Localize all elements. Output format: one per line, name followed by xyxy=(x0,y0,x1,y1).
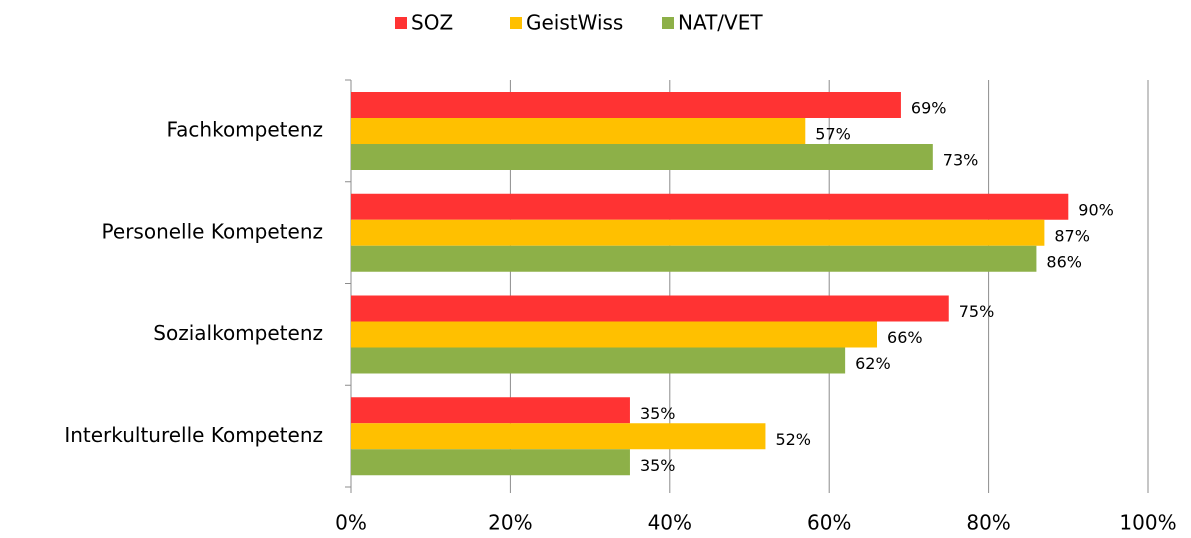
category-label: Sozialkompetenz xyxy=(153,321,323,345)
legend-swatch xyxy=(662,17,674,29)
x-tick-label: 0% xyxy=(335,511,367,535)
bar xyxy=(351,397,630,424)
x-tick-label: 100% xyxy=(1119,511,1176,535)
data-label: 69% xyxy=(911,99,947,118)
category-label: Personelle Kompetenz xyxy=(102,219,323,243)
legend-label: SOZ xyxy=(411,11,453,35)
x-tick-label: 80% xyxy=(966,511,1010,535)
bar xyxy=(351,118,806,144)
bar xyxy=(351,219,1045,246)
bar xyxy=(351,347,846,374)
legend-label: NAT/VET xyxy=(678,11,763,35)
data-label: 73% xyxy=(943,151,979,170)
data-label: 57% xyxy=(815,125,851,144)
data-label: 75% xyxy=(959,302,995,321)
x-tick-label: 20% xyxy=(488,511,532,535)
legend-swatch xyxy=(510,17,522,29)
data-label: 62% xyxy=(855,354,891,373)
bar xyxy=(351,449,630,476)
bar xyxy=(351,144,933,170)
x-tick-label: 40% xyxy=(648,511,692,535)
legend-label: GeistWiss xyxy=(526,11,623,35)
bar xyxy=(351,193,1069,220)
bar xyxy=(351,245,1037,272)
data-label: 86% xyxy=(1046,252,1082,271)
legend-swatch xyxy=(395,17,407,29)
data-label: 35% xyxy=(640,404,676,423)
bar xyxy=(351,423,766,450)
data-label: 87% xyxy=(1054,226,1090,245)
category-label: Interkulturelle Kompetenz xyxy=(64,423,323,447)
category-label: Fachkompetenz xyxy=(166,118,323,142)
x-tick-label: 60% xyxy=(807,511,851,535)
bar xyxy=(351,295,949,322)
data-label: 66% xyxy=(887,328,923,347)
bar xyxy=(351,321,878,348)
data-label: 52% xyxy=(775,430,811,449)
data-label: 90% xyxy=(1078,200,1114,219)
data-label: 35% xyxy=(640,456,676,475)
bar xyxy=(351,92,901,118)
